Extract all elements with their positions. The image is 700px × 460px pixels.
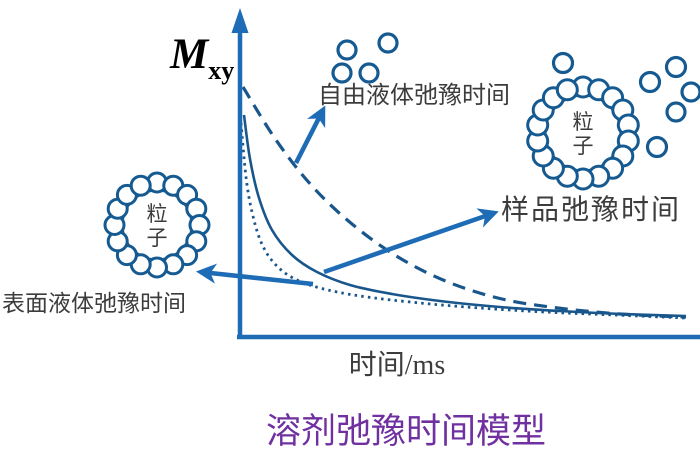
y-axis-arrowhead-icon: [231, 8, 249, 33]
particle-right: 粒子: [526, 75, 640, 191]
surface-liquid-curve: [239, 122, 687, 320]
particle-left: 粒子: [103, 171, 211, 279]
decay-curves: [239, 86, 687, 320]
molecule-circle: [377, 32, 399, 54]
molecule-circle: [551, 51, 575, 75]
molecule-circle: [336, 39, 358, 61]
surface-liquid-label: 表面液体弛豫时间: [2, 291, 186, 316]
surface-liquid-bead: [555, 78, 579, 102]
molecule-circle: [664, 55, 688, 79]
particle-label: 子: [573, 134, 594, 158]
molecule-circle: [645, 135, 669, 159]
particle-label: 子: [147, 226, 168, 250]
free-liquid-arrow: [293, 105, 326, 165]
molecule-circle: [331, 62, 353, 84]
sample-arrow: [323, 208, 499, 275]
y-axis-label: Mxy: [169, 31, 234, 85]
sample-curve: [242, 114, 687, 318]
y-axis-label-main: M: [169, 31, 210, 78]
molecule-circle: [638, 70, 662, 94]
free-liquid-label: 自由液体弛豫时间: [318, 82, 510, 109]
annotation-arrows: [195, 105, 499, 287]
y-axis-label-subscript: xy: [208, 56, 234, 85]
molecule-circle: [680, 81, 700, 103]
free-liquid-curve: [241, 86, 687, 319]
surface-liquid-bead: [129, 174, 152, 197]
particle-label: 粒: [573, 110, 594, 134]
figure-title: 溶剂弛豫时间模型: [266, 412, 546, 451]
x-axis-label: 时间/ms: [349, 349, 445, 381]
particle-label: 粒: [147, 202, 168, 226]
free-liquid-molecules: [331, 32, 700, 159]
molecule-circle: [665, 101, 687, 123]
sample-label: 样品弛豫时间: [501, 194, 681, 226]
axes: [231, 8, 700, 340]
surface-liquid-arrow: [195, 263, 314, 287]
molecule-circle: [358, 62, 380, 84]
